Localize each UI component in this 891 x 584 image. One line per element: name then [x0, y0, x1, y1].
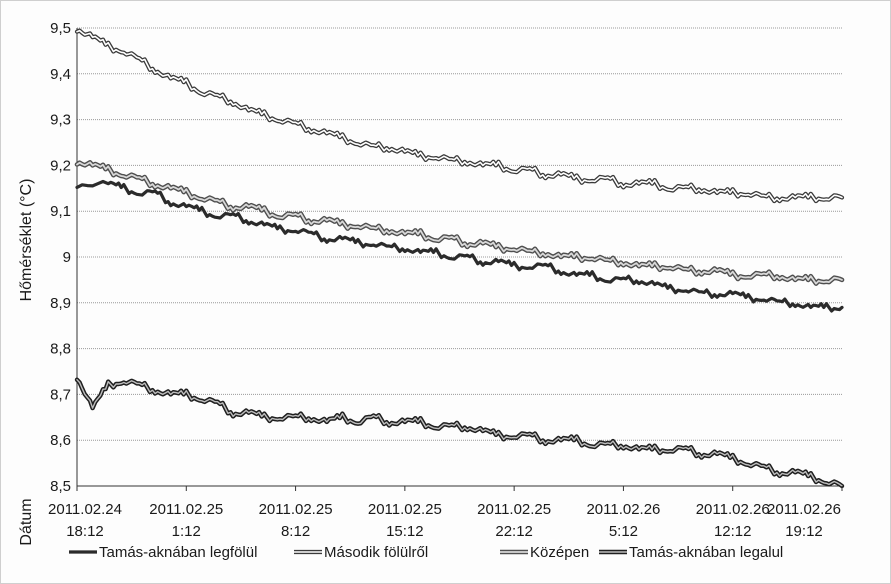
- legend-label: Tamás-aknában legfölül: [99, 544, 257, 561]
- gridlines: [76, 27, 842, 487]
- y-tick-label: 9,2: [50, 157, 71, 174]
- y-tick-label: 9: [63, 249, 71, 266]
- x-tick-time: 19:12: [785, 523, 823, 540]
- series-path: [76, 161, 843, 285]
- legend-item: Tamás-aknában legalul: [599, 544, 783, 561]
- legend-item: Tamás-aknában legfölül: [69, 544, 257, 561]
- series-path: [75, 179, 844, 313]
- series-path: [74, 160, 845, 286]
- series-line: [74, 28, 845, 204]
- x-tick-time: 12:12: [714, 523, 752, 540]
- series-lines: [74, 28, 845, 489]
- x-tick-date: 2011.02.25: [149, 501, 223, 518]
- x-tick-time: 8:12: [281, 523, 310, 540]
- x-tick-date: 2011.02.24: [48, 501, 122, 518]
- y-tick-label: 9,4: [50, 66, 71, 83]
- series-line: [74, 160, 845, 286]
- x-tick-time: 5:12: [609, 523, 638, 540]
- x-tick-time: 22:12: [495, 523, 533, 540]
- series-path: [74, 377, 845, 489]
- y-tick-label: 8,5: [50, 478, 71, 495]
- x-tick-date: 2011.02.26: [767, 501, 841, 518]
- y-tick-label: 9,1: [50, 203, 71, 220]
- legend: Tamás-aknában legfölül Második fölülről Kö…: [69, 544, 783, 561]
- x-tick-date: 2011.02.26: [586, 501, 660, 518]
- y-axis-label: Hőmérséklet (°C): [18, 179, 35, 302]
- x-tick-date: 2011.02.25: [259, 501, 333, 518]
- y-tick-label: 8,6: [50, 432, 71, 449]
- series-line: [75, 179, 844, 313]
- y-tick-label: 9,3: [50, 112, 71, 129]
- series-path: [74, 28, 845, 204]
- x-tick-date: 2011.02.25: [368, 501, 442, 518]
- x-axis-ticks: 2011.02.24 18:12 2011.02.25 1:12 2011.02.25 8…: [48, 486, 843, 540]
- x-tick-date: 2011.02.25: [477, 501, 551, 518]
- y-tick-label: 8,7: [50, 386, 71, 403]
- x-tick-time: 18:12: [66, 523, 104, 540]
- x-tick-time: 1:12: [172, 523, 201, 540]
- series-path: [76, 29, 843, 202]
- legend-label: Második fölülről: [324, 544, 428, 561]
- legend-label: Tamás-aknában legalul: [629, 544, 783, 561]
- series-line: [74, 377, 845, 489]
- x-tick-date: 2011.02.26: [696, 501, 770, 518]
- x-axis-label: Dátum: [18, 498, 35, 545]
- y-tick-label: 9,5: [50, 20, 71, 37]
- x-tick-time: 15:12: [386, 523, 424, 540]
- series-path: [76, 379, 843, 487]
- y-tick-label: 8,9: [50, 295, 71, 312]
- y-axis-ticks: 9,5 9,4 9,3 9,2 9,1 9 8,9 8,8 8,7 8,6 8,5: [50, 20, 71, 495]
- legend-item: Középen: [500, 544, 589, 561]
- legend-item: Második fölülről: [294, 544, 428, 561]
- legend-label: Középen: [530, 544, 589, 561]
- y-tick-label: 8,8: [50, 341, 71, 358]
